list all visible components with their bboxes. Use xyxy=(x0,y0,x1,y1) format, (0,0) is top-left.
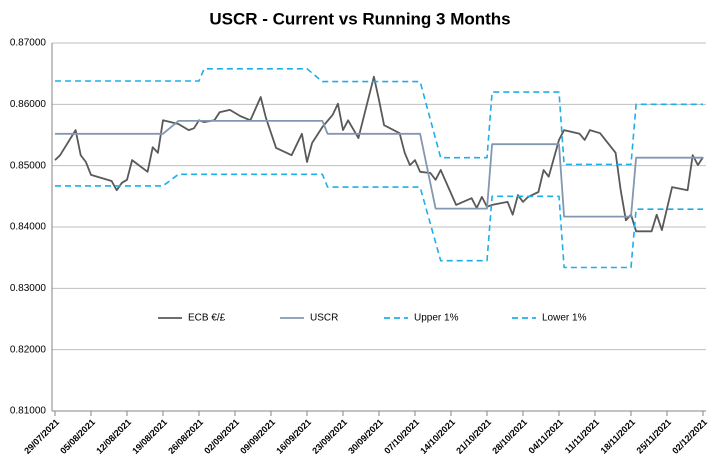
x-tick-label: 18/11/2021 xyxy=(599,417,638,456)
x-tick-label: 16/09/2021 xyxy=(274,417,313,456)
x-tick-label: 05/08/2021 xyxy=(58,417,97,456)
series-line xyxy=(54,75,704,233)
x-tick-label: 30/09/2021 xyxy=(346,417,385,456)
chart-title: USCR - Current vs Running 3 Months xyxy=(209,9,510,28)
x-tick-label: 26/08/2021 xyxy=(166,417,205,456)
x-tick-label: 07/10/2021 xyxy=(382,417,421,456)
y-tick-label: 0.82000 xyxy=(10,344,47,355)
series-line xyxy=(55,68,703,166)
x-tick-label: 02/12/2021 xyxy=(670,417,709,456)
y-tick-label: 0.85000 xyxy=(10,160,47,171)
legend-label: Lower 1% xyxy=(542,313,587,324)
x-tick-label: 14/10/2021 xyxy=(418,417,457,456)
x-tick-label: 09/09/2021 xyxy=(238,417,277,456)
y-tick-label: 0.81000 xyxy=(10,406,47,417)
legend-label: ECB €/£ xyxy=(188,313,226,324)
x-tick-label: 02/09/2021 xyxy=(202,417,241,456)
y-tick-label: 0.84000 xyxy=(10,222,47,233)
x-tick-label: 21/10/2021 xyxy=(454,417,493,456)
x-tick-label: 23/09/2021 xyxy=(310,417,349,456)
x-tick-label: 28/10/2021 xyxy=(490,417,529,456)
y-tick-label: 0.83000 xyxy=(10,283,47,294)
legend-label: USCR xyxy=(310,313,338,324)
y-tick-label: 0.87000 xyxy=(10,38,47,49)
legend-label: Upper 1% xyxy=(414,313,459,324)
x-tick-label: 04/11/2021 xyxy=(527,417,566,456)
series-line xyxy=(55,173,703,269)
x-tick-label: 11/11/2021 xyxy=(563,417,601,455)
x-tick-label: 12/08/2021 xyxy=(94,417,133,456)
x-tick-label: 25/11/2021 xyxy=(635,417,674,456)
series-line xyxy=(55,120,703,218)
x-tick-label: 19/08/2021 xyxy=(130,417,169,456)
x-tick-label: 29/07/2021 xyxy=(22,417,61,456)
y-tick-label: 0.86000 xyxy=(10,99,47,110)
